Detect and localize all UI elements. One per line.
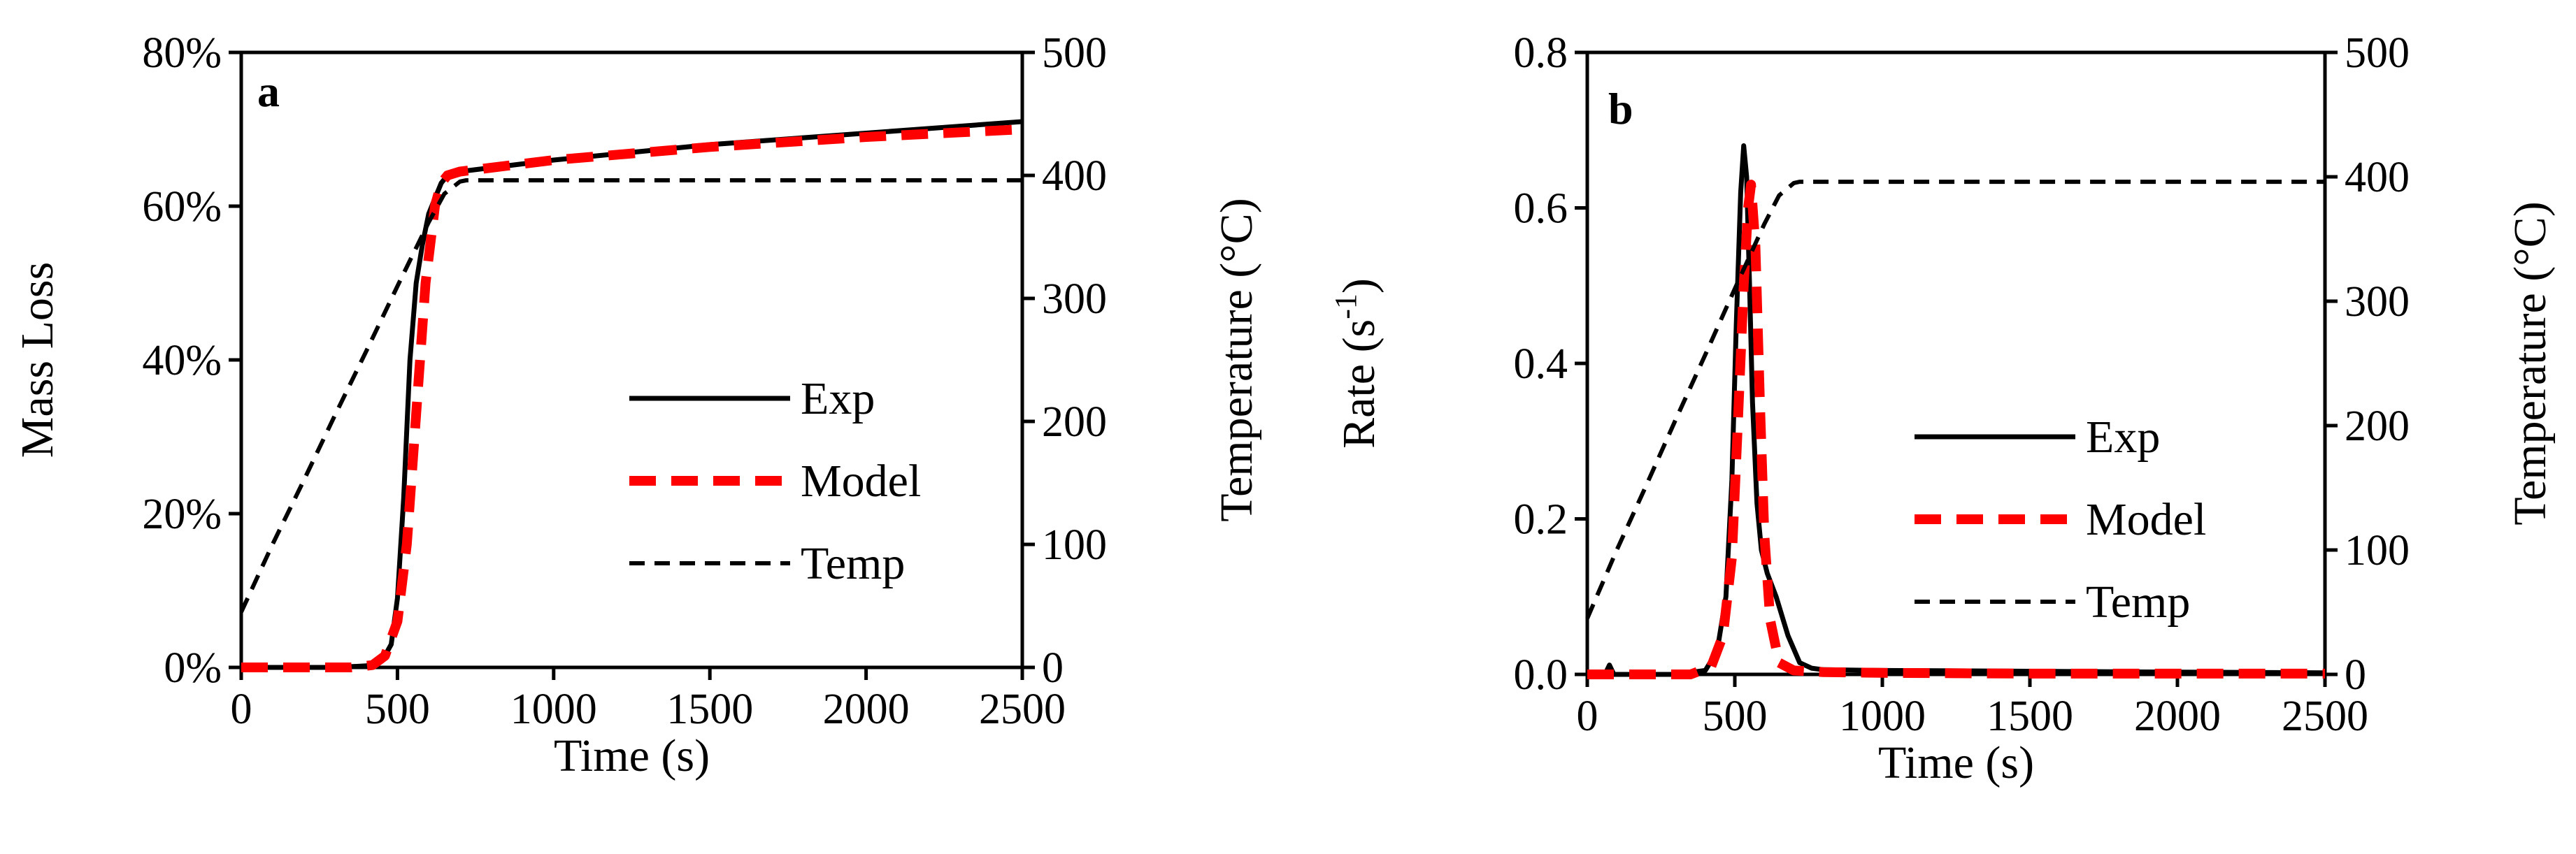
y2-tick-label: 400 [2345, 154, 2410, 201]
legend-label-exp: Exp [2086, 412, 2160, 463]
x-tick-label: 1500 [1987, 693, 2073, 740]
y2-axis-title: Temperature (°C) [2505, 201, 2556, 525]
y-axis-title-suffix: ) [1333, 278, 1384, 294]
plot-frame [239, 50, 1024, 670]
y-axis-title: Rate (s-1) [1329, 278, 1384, 449]
plot-frame [1585, 50, 2327, 676]
y-axis-title: Mass Loss [12, 262, 63, 458]
y2-tick-label: 100 [2345, 527, 2410, 574]
y-axis-title-main: Mass Loss [12, 262, 63, 458]
panel-label: a [257, 66, 280, 116]
legend-label-model: Model [2086, 494, 2206, 545]
x-axis-title: Time (s) [1878, 737, 2034, 788]
y-tick-label: 60% [142, 183, 222, 231]
x-tick-label: 0 [231, 686, 252, 733]
legend-label-model: Model [801, 456, 921, 507]
y-tick-label: 0.6 [1514, 185, 1568, 233]
y-tick-label: 0% [164, 644, 222, 692]
x-tick-label: 2000 [2134, 693, 2221, 740]
panel-label: b [1608, 84, 1633, 133]
y2-tick-label: 300 [2345, 278, 2410, 326]
y2-tick-label: 0 [2345, 651, 2366, 699]
y-tick-label: 80% [142, 29, 222, 77]
legend-label-exp: Exp [801, 373, 875, 424]
series-line-temp [1585, 180, 2325, 620]
y2-tick-label: 400 [1042, 152, 1107, 200]
y-tick-label: 40% [142, 337, 222, 384]
x-tick-label: 2000 [823, 686, 910, 733]
y2-tick-label: 500 [1042, 29, 1107, 77]
series-line-exp [241, 119, 1023, 670]
y-tick-label: 20% [142, 491, 222, 538]
y-axis-title-main: Rate (s [1333, 319, 1384, 449]
x-tick-label: 1000 [510, 686, 597, 733]
series-line-exp [1587, 143, 2326, 677]
y2-tick-label: 200 [2345, 403, 2410, 450]
series-line-model [1587, 180, 2325, 679]
x-tick-label: 0 [1577, 693, 1598, 740]
x-tick-label: 500 [365, 686, 430, 733]
y-tick-label: 0.0 [1514, 651, 1568, 699]
y-axis-title-superscript: -1 [1329, 294, 1363, 319]
y2-tick-label: 0 [1042, 644, 1064, 692]
x-tick-label: 2500 [979, 686, 1066, 733]
x-tick-label: 500 [1703, 693, 1768, 740]
y-tick-label: 0.2 [1514, 496, 1568, 544]
y2-tick-label: 500 [2345, 29, 2410, 77]
y2-axis-title: Temperature (°C) [1211, 198, 1262, 521]
legend-label-temp: Temp [801, 538, 905, 589]
x-tick-label: 1000 [1839, 693, 1926, 740]
series-line-temp [239, 178, 1022, 614]
y2-tick-label: 100 [1042, 521, 1107, 569]
chart-panel-b: 0 500 1000 1500 2000 2500 0.0 0.2 0.4 0.6 0.8 0 100 2… [1329, 29, 2556, 788]
y2-tick-label: 200 [1042, 398, 1107, 446]
x-tick-label: 1500 [666, 686, 753, 733]
y-tick-label: 0.4 [1514, 340, 1568, 388]
legend-label-temp: Temp [2086, 577, 2190, 628]
x-tick-label: 2500 [2282, 693, 2368, 740]
y2-tick-label: 300 [1042, 275, 1107, 323]
chart-panel-a: 0 500 1000 1500 2000 2500 0% 20% 40% 60% 80% 0 100 20… [12, 29, 1262, 781]
series-line-model [241, 124, 1023, 672]
y-tick-label: 0.8 [1514, 29, 1568, 77]
x-axis-title: Time (s) [554, 730, 710, 781]
